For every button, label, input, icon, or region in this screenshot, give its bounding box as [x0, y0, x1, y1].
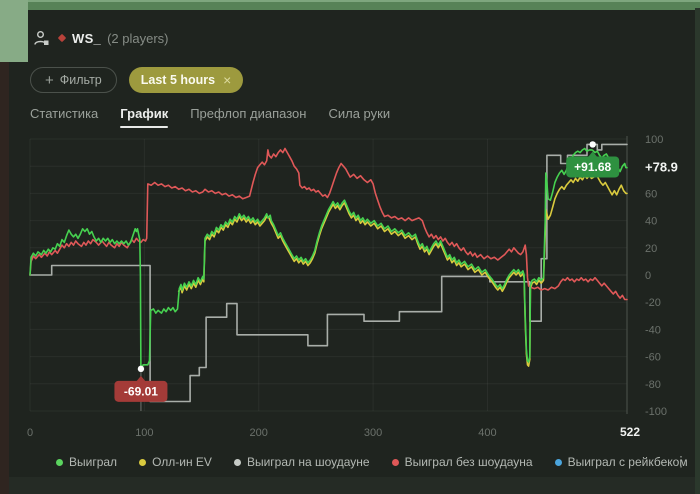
x-tick-label: 100 — [135, 427, 153, 439]
legend-dot — [233, 458, 241, 466]
tooltip-value: -69.01 — [124, 384, 158, 398]
tab-1[interactable]: Статистика — [30, 106, 99, 121]
tab-2[interactable]: График — [120, 106, 168, 128]
y-tick-label: -60 — [645, 352, 661, 364]
hover-marker-dot — [137, 365, 145, 373]
tab-4[interactable]: Сила руки — [328, 106, 391, 121]
tooltip-badge — [566, 156, 620, 178]
y-tick-label: -100 — [645, 406, 667, 418]
x-tick-label: 0 — [27, 427, 33, 439]
player-name: WS_ — [72, 30, 102, 46]
legend-item-1[interactable]: Выиграл — [56, 455, 117, 469]
window-frame-top — [0, 0, 700, 10]
y-tick-label: 0 — [645, 270, 651, 282]
legend-label: Выиграл с рейкбеком — [567, 455, 688, 469]
hover-marker-dot — [589, 141, 596, 148]
legend-dot — [391, 458, 399, 466]
add-filter-label: Фильтр — [59, 73, 102, 87]
legend-item-5[interactable]: Выиграл с рейкбеком — [554, 455, 688, 469]
x-tick-label: 400 — [478, 427, 496, 439]
legend-item-2[interactable]: Олл-ин EV — [139, 455, 212, 469]
legend-label: Олл-ин EV — [152, 455, 212, 469]
active-filter-chip[interactable]: Last 5 hours × — [128, 67, 244, 93]
series-line — [177, 173, 628, 367]
tab-3[interactable]: Префлоп диапазон — [190, 106, 307, 121]
legend-dot — [554, 458, 562, 466]
x-tick-label: 200 — [250, 427, 268, 439]
more-options-icon[interactable]: ⋮ — [674, 453, 688, 469]
legend-label: Выиграл — [69, 455, 118, 469]
legend: Выиграл Олл-ин EV Выиграл на шоудауне Выигр… — [56, 453, 688, 471]
y-tick-label: -80 — [645, 379, 661, 391]
legend-label: Выиграл на шоудауне — [246, 455, 370, 469]
y-tick-label: 100 — [645, 134, 663, 146]
series-line — [29, 143, 628, 403]
add-filter-button[interactable]: + Фильтр — [30, 67, 117, 93]
tab-bar: Статистика График Префлоп диапазон Сила рук… — [30, 106, 390, 128]
tooltip-pointer — [135, 375, 146, 382]
remove-filter-icon[interactable]: × — [223, 72, 232, 88]
current-value-label: +78.9 — [645, 160, 678, 175]
filter-bar: + Фильтр Last 5 hours × — [30, 67, 244, 93]
hands-count-label: 522 — [620, 425, 640, 439]
legend-dot — [56, 458, 63, 466]
y-tick-label: -40 — [645, 324, 661, 336]
legend-item-4[interactable]: Выиграл без шоудауна — [391, 455, 533, 469]
y-tick-label: 40 — [645, 216, 657, 228]
tooltip-badge — [114, 380, 168, 402]
window-frame-corner — [0, 0, 28, 62]
y-tick-label: 60 — [645, 188, 657, 200]
y-tick-label: -20 — [645, 297, 661, 309]
series-line — [29, 147, 628, 301]
legend-dot — [139, 458, 147, 466]
active-filter-label: Last 5 hours — [140, 73, 216, 87]
plus-icon: + — [45, 71, 54, 89]
legend-item-3[interactable]: Выиграл на шоудауне — [233, 455, 370, 469]
window-frame-right — [695, 8, 700, 494]
y-tick-label: 20 — [645, 243, 657, 255]
tooltip-pointer — [587, 151, 598, 158]
player-count: (2 players) — [107, 30, 169, 46]
legend-label: Выиграл без шоудауна — [404, 455, 533, 469]
tooltip-value: +91.68 — [574, 160, 611, 174]
x-tick-label: 300 — [364, 427, 382, 439]
player-icon — [33, 30, 50, 47]
window-frame-left — [0, 62, 9, 494]
series-line — [29, 147, 628, 370]
player-header: WS_ (2 players) — [33, 28, 169, 48]
window-frame-bottom — [9, 477, 695, 494]
